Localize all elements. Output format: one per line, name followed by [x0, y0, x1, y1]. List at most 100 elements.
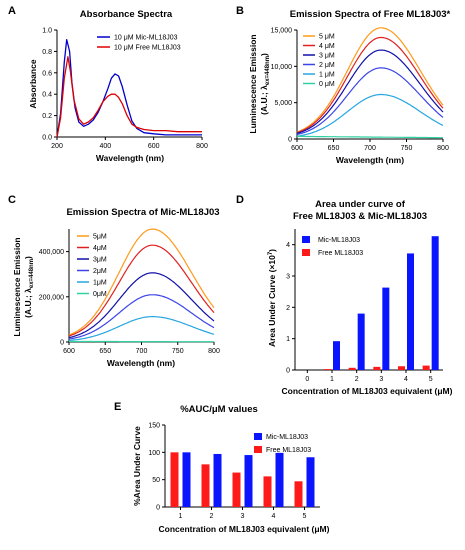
panel-a-legend-mic: 10 μM Mic-ML18J03	[114, 35, 178, 42]
b-legend-label-4: 1 μM	[319, 72, 335, 79]
e-xtick-label-4: 5	[303, 513, 307, 520]
c-xtick-label-2: 700	[136, 348, 148, 355]
d-bar-free-5	[422, 365, 430, 370]
b-xtick-label-0: 600	[291, 145, 303, 152]
panel-a-letter: A	[8, 5, 16, 17]
a-ytick-label-0: 0.0	[42, 135, 52, 142]
c-line-4	[68, 316, 215, 341]
panel-a-line-1	[56, 56, 202, 138]
panel-c-letter: C	[8, 194, 16, 206]
panel-d-legend-mic-swatch	[302, 236, 310, 243]
panel-c-legend: 5μM 4μM 3μM 2μM 1μM 0μM	[77, 234, 107, 298]
d-xtick-label-5: 5	[429, 376, 433, 383]
e-bar-mic-4	[306, 457, 315, 507]
a-xtick-label-1: 400	[99, 143, 111, 150]
b-ytick-label-0: 0	[288, 137, 292, 144]
c-line-1	[68, 244, 215, 337]
b-legend-label-3: 2 μM	[319, 62, 335, 69]
panel-e: E %AUC/μM values 0 50 100 150 1 2 3 4 5 Concent…	[114, 401, 330, 534]
panel-b-legend: 5 μM 4 μM 3 μM 2 μM 1 μM 0 μM	[303, 34, 335, 88]
panel-b-title: Emission Spectra of Free ML18J03*	[290, 9, 451, 20]
panel-c-title: Emission Spectra of Mic-ML18J03	[66, 207, 219, 218]
c-line-2	[68, 272, 215, 339]
panel-d-title: Area under curve of	[315, 199, 406, 210]
panel-d-legend-free: Free ML18J03	[318, 250, 363, 257]
panel-d-legend-mic: Mic-ML18J03	[318, 237, 360, 244]
panel-a-legend-free: 10 μM Free ML18J03	[114, 45, 181, 52]
b-line-4	[296, 93, 444, 137]
c-xtick-label-0: 600	[63, 348, 75, 355]
d-bar-free-2	[348, 367, 356, 370]
panel-a-line-0	[56, 38, 202, 138]
panel-b-series-lines	[296, 27, 444, 139]
panel-b-x-ticks: 600 650 700 750 800	[291, 139, 449, 152]
panel-c-y-label-units: (A.U.; λex=448nm)	[23, 256, 35, 318]
c-legend-label-0: 5μM	[93, 234, 107, 241]
b-ytick-label-2: 10,000	[271, 64, 293, 71]
d-bar-free-1	[324, 369, 331, 370]
panel-b-y-ticks: 0 5,000 10,000 15,000	[271, 28, 297, 144]
c-legend-label-3: 2μM	[93, 268, 107, 275]
e-bar-free-3	[263, 476, 272, 507]
panel-c-series-lines	[68, 228, 215, 343]
d-bar-mic-5	[431, 236, 439, 370]
a-xtick-label-3: 800	[196, 143, 208, 150]
d-xtick-label-2: 2	[355, 376, 359, 383]
b-xtick-label-4: 800	[437, 145, 449, 152]
c-line-0	[68, 228, 215, 336]
panel-c-y-label: Luminescence Emission	[12, 237, 22, 336]
d-xtick-label-3: 3	[379, 376, 383, 383]
panel-c-x-ticks: 600 650 700 750 800	[63, 342, 220, 355]
b-xtick-label-1: 650	[328, 145, 340, 152]
panel-e-legend: Mic-ML18J03 Free ML18J03	[254, 433, 311, 454]
d-ytick-label-2: 2	[286, 305, 290, 312]
e-bar-mic-2	[244, 455, 253, 507]
panel-e-y-ticks: 0 50 100 150	[148, 423, 165, 512]
d-xtick-label-1: 1	[330, 376, 334, 383]
d-bar-mic-4	[407, 253, 414, 370]
b-line-1	[296, 36, 444, 134]
b-line-5	[297, 135, 443, 139]
e-bar-mic-0	[182, 452, 191, 507]
a-ytick-label-3: 0.6	[42, 70, 52, 77]
panel-e-x-ticks: 1 2 3 4 5	[179, 507, 307, 520]
panel-e-title: %AUC/μM values	[180, 404, 258, 415]
e-bar-free-0	[170, 452, 179, 507]
d-ytick-label-0: 0	[286, 368, 290, 375]
panel-d-legend: Mic-ML18J03 Free ML18J03	[302, 236, 363, 257]
panel-d-y-ticks: 0 1 2 3 4	[286, 242, 295, 375]
panel-d-title-2: Free ML18J03 & Mic-ML18J03	[293, 211, 427, 222]
b-legend-label-2: 3 μM	[319, 53, 335, 60]
b-legend-label-5: 0 μM	[319, 81, 335, 88]
e-bar-mic-1	[213, 453, 222, 507]
panel-e-y-label: %Area Under Curve	[132, 426, 142, 506]
e-bar-mic-3	[275, 452, 284, 507]
panel-c: C Emission Spectra of Mic-ML18J03 0 200,0…	[8, 194, 220, 368]
panel-b-y-label: Luminescence Emission	[248, 34, 258, 133]
panel-c-x-label: Wavelength (nm)	[107, 358, 175, 368]
d-xtick-label-4: 4	[404, 376, 408, 383]
panel-d-legend-free-swatch	[302, 249, 310, 256]
c-ytick-label-0: 0	[60, 340, 64, 347]
e-ytick-label-0: 0	[156, 505, 160, 512]
panel-d-x-label: Concentration of ML18J03 equivalent (μM)	[282, 386, 453, 396]
e-ytick-label-3: 150	[148, 423, 160, 430]
panel-b: B Emission Spectra of Free ML18J03* 0 5,0…	[236, 5, 451, 165]
panel-d-bars	[324, 236, 439, 370]
panel-d-y-label: Area Under Curve (×107)	[267, 249, 277, 347]
c-legend-label-4: 1μM	[93, 280, 107, 287]
panel-a-legend: 10 μM Mic-ML18J03 10 μM Free ML18J03	[97, 35, 181, 52]
panel-a-x-ticks: 200 400 600 800	[51, 137, 208, 150]
d-ytick-label-1: 1	[286, 336, 290, 343]
panel-d: D Area under curve of Free ML18J03 & Mic…	[236, 194, 453, 396]
panel-a-series-lines	[56, 38, 202, 138]
b-xtick-label-3: 750	[401, 145, 413, 152]
b-legend-label-0: 5 μM	[319, 34, 335, 41]
panel-a: A Absorbance Spectra 0.00.20.40.60.81.0 …	[8, 5, 208, 163]
e-bar-free-2	[232, 472, 241, 507]
c-ytick-label-2: 400,000	[39, 249, 64, 256]
b-legend-label-1: 4 μM	[319, 43, 335, 50]
c-xtick-label-1: 650	[99, 348, 111, 355]
d-bar-mic-2	[357, 313, 365, 370]
